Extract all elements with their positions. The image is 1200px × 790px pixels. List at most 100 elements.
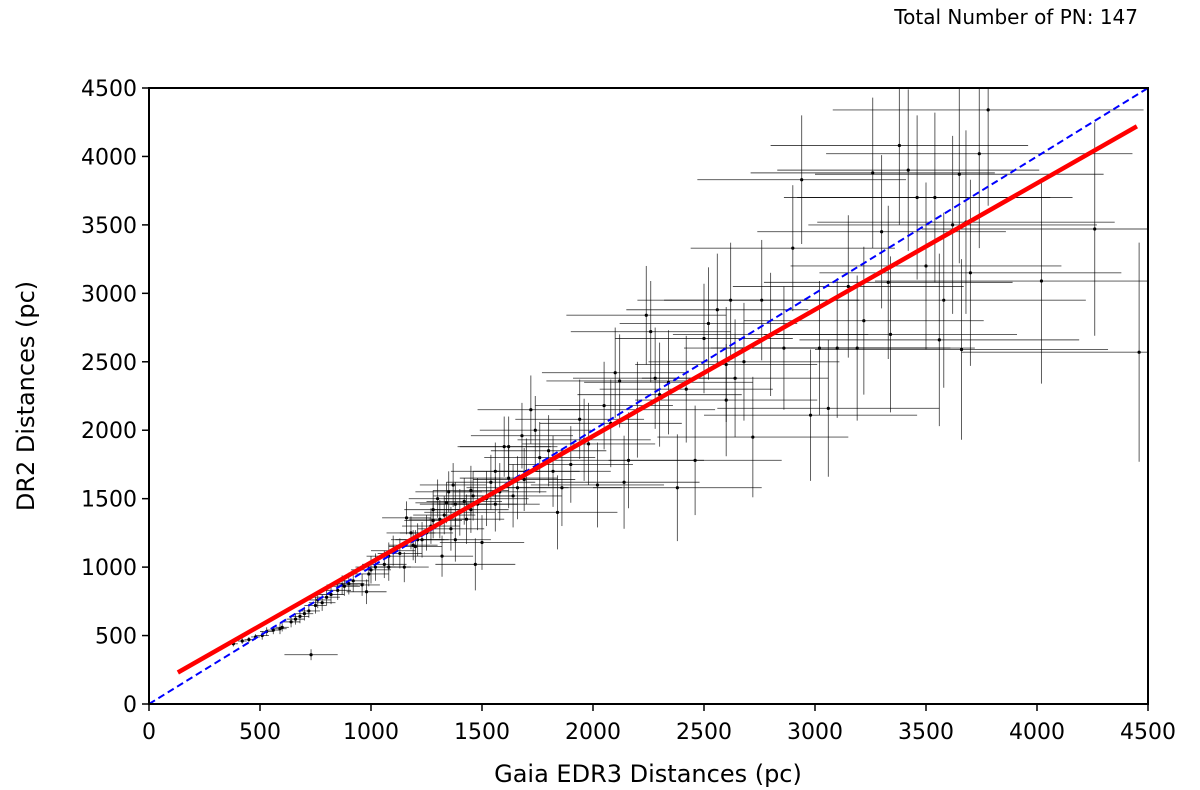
point-marker bbox=[480, 540, 484, 545]
point-marker bbox=[649, 330, 653, 334]
point-marker bbox=[937, 338, 941, 342]
x-axis-ticks: 0 500 1000 1500 2000 2500 3000 3500 4000 4500 bbox=[142, 704, 1176, 745]
x-tick-label: 1500 bbox=[454, 720, 510, 745]
point-marker bbox=[968, 271, 973, 275]
point-marker bbox=[977, 152, 981, 156]
point-marker bbox=[871, 171, 875, 175]
y-tick-label: 1500 bbox=[81, 488, 137, 513]
y-tick-label: 500 bbox=[95, 625, 137, 650]
data-point bbox=[763, 205, 1013, 360]
point-marker bbox=[247, 638, 251, 642]
point-marker bbox=[360, 583, 364, 587]
point-marker bbox=[800, 178, 804, 182]
data-point bbox=[282, 616, 300, 628]
point-marker bbox=[1039, 279, 1044, 283]
point-marker bbox=[959, 347, 964, 352]
point-marker bbox=[933, 195, 937, 200]
point-marker bbox=[602, 403, 606, 408]
data-point bbox=[801, 212, 1086, 388]
data-point bbox=[648, 302, 840, 421]
point-marker bbox=[533, 428, 537, 432]
point-marker bbox=[449, 527, 453, 531]
point-marker bbox=[329, 592, 333, 597]
point-marker bbox=[367, 572, 371, 576]
data-point bbox=[490, 415, 607, 487]
point-marker bbox=[442, 513, 446, 517]
point-marker bbox=[493, 502, 497, 506]
point-marker bbox=[293, 617, 298, 621]
data-point bbox=[495, 435, 611, 507]
point-marker bbox=[469, 508, 473, 512]
point-marker bbox=[520, 434, 524, 438]
point-marker bbox=[289, 620, 293, 624]
data-point bbox=[593, 434, 762, 542]
point-marker bbox=[586, 442, 591, 446]
point-marker bbox=[826, 406, 830, 410]
data-point bbox=[459, 416, 558, 477]
point-marker bbox=[453, 538, 457, 542]
point-marker bbox=[957, 172, 961, 176]
data-point bbox=[382, 501, 431, 535]
data-point bbox=[284, 649, 338, 661]
point-marker bbox=[436, 497, 440, 501]
point-marker bbox=[447, 490, 451, 494]
point-marker bbox=[302, 612, 306, 616]
point-marker bbox=[702, 336, 706, 341]
point-marker bbox=[464, 517, 469, 521]
point-marker bbox=[511, 494, 515, 498]
point-marker bbox=[473, 562, 477, 566]
point-marker bbox=[271, 628, 275, 632]
fit-lines bbox=[148, 87, 1149, 705]
point-marker bbox=[444, 501, 449, 505]
point-marker bbox=[462, 499, 466, 504]
data-point bbox=[479, 396, 591, 465]
point-marker bbox=[351, 579, 355, 583]
point-marker bbox=[529, 408, 533, 412]
point-marker bbox=[706, 321, 711, 326]
data-point bbox=[690, 185, 895, 312]
point-marker bbox=[398, 551, 402, 556]
point-marker bbox=[924, 264, 928, 268]
point-marker bbox=[507, 476, 511, 480]
point-marker bbox=[886, 280, 890, 284]
point-marker bbox=[855, 346, 859, 350]
data-point bbox=[317, 584, 345, 605]
point-marker bbox=[951, 223, 955, 227]
point-marker bbox=[613, 371, 617, 375]
point-marker bbox=[675, 486, 679, 490]
point-marker bbox=[387, 565, 391, 569]
data-point bbox=[413, 495, 476, 535]
point-marker bbox=[862, 319, 866, 323]
data-point bbox=[819, 179, 1122, 366]
point-marker bbox=[888, 332, 893, 336]
annotation-total-pn: Total Number of PN: 147 bbox=[893, 5, 1138, 29]
data-point bbox=[739, 275, 975, 421]
x-tick-label: 4500 bbox=[1120, 720, 1176, 745]
data-point bbox=[286, 613, 305, 625]
data-point bbox=[832, 88, 1144, 206]
y-tick-label: 1000 bbox=[81, 556, 137, 581]
data-point bbox=[346, 579, 387, 605]
point-marker bbox=[846, 284, 850, 289]
x-tick-label: 3500 bbox=[898, 720, 954, 745]
data-point bbox=[777, 89, 1040, 251]
point-marker bbox=[578, 417, 582, 421]
y-tick-label: 3000 bbox=[81, 282, 137, 307]
data-point bbox=[508, 426, 633, 503]
point-marker bbox=[715, 308, 719, 312]
y-tick-label: 2000 bbox=[81, 419, 137, 444]
data-point bbox=[275, 623, 289, 632]
y-tick-label: 0 bbox=[123, 693, 137, 718]
point-marker bbox=[906, 168, 910, 172]
point-marker bbox=[307, 609, 311, 613]
data-point bbox=[704, 349, 918, 481]
data-point bbox=[961, 242, 1148, 462]
point-marker bbox=[942, 298, 946, 302]
point-marker bbox=[451, 483, 455, 487]
y-tick-label: 3500 bbox=[81, 214, 137, 239]
point-marker bbox=[411, 543, 415, 547]
point-marker bbox=[644, 313, 648, 317]
point-marker bbox=[336, 588, 340, 592]
data-point bbox=[797, 112, 1073, 283]
y-axis-ticks: 0 500 1000 1500 2000 2500 3000 3500 4000 4500 bbox=[81, 77, 149, 718]
